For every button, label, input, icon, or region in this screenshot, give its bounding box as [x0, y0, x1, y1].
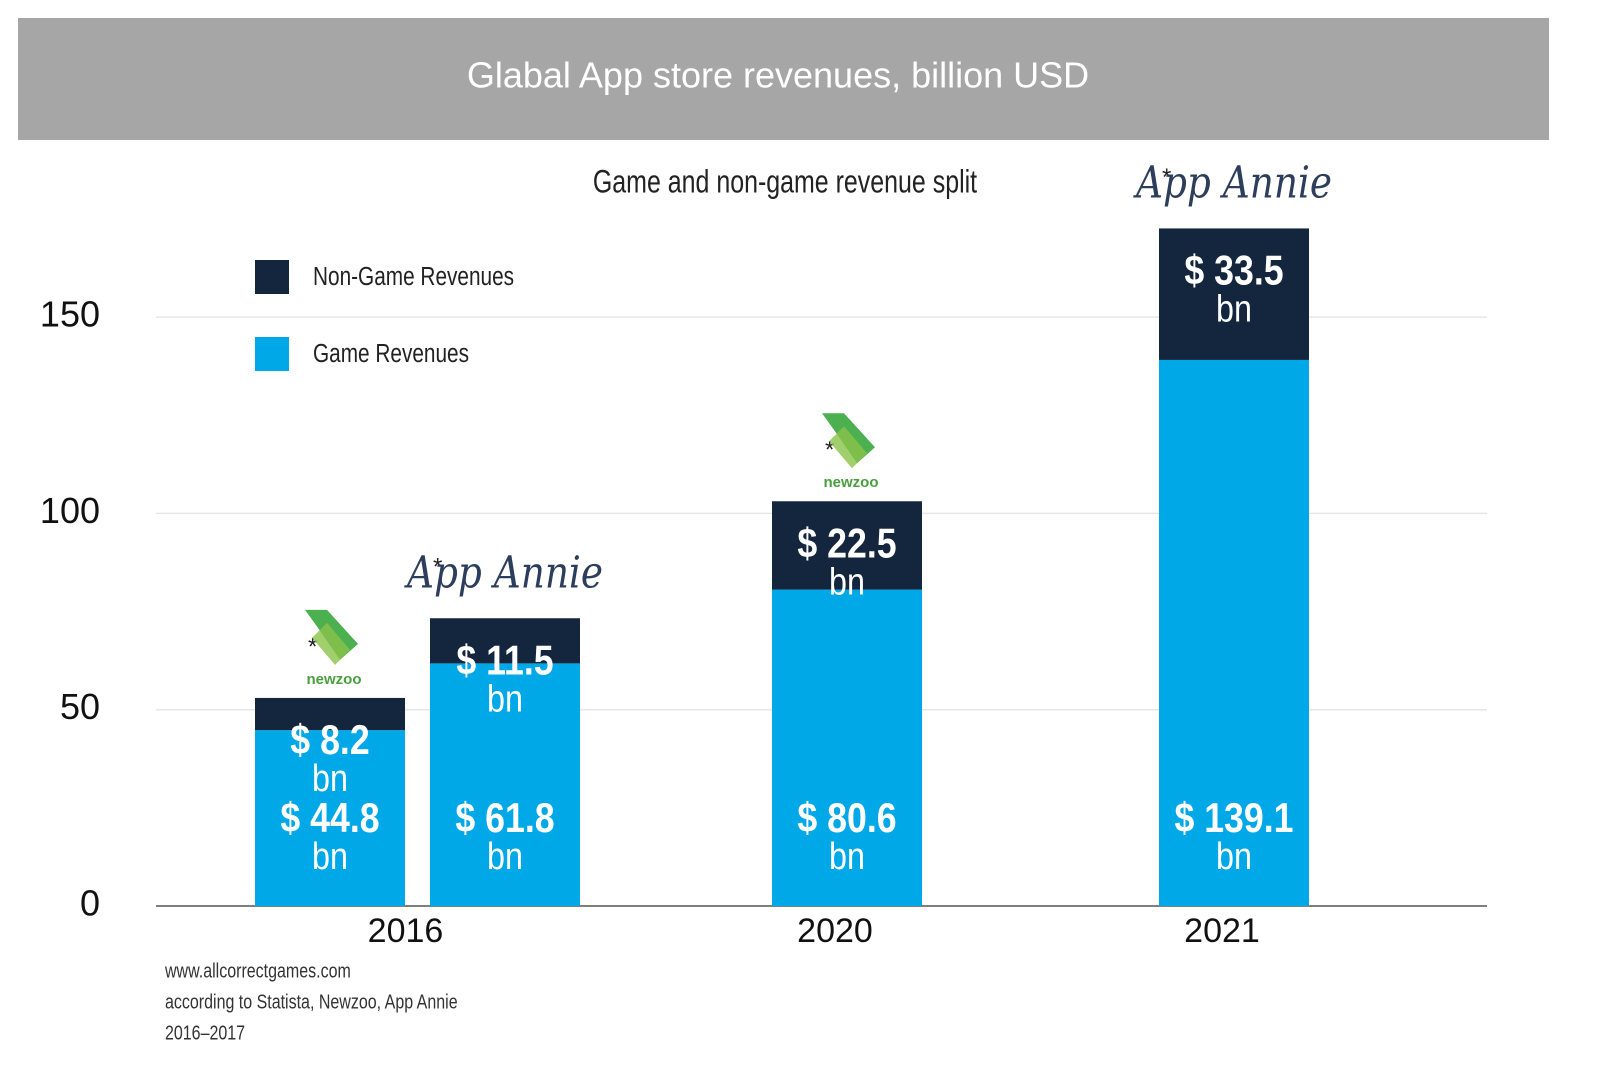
- footer-line: according to Statista, Newzoo, App Annie: [165, 991, 458, 1013]
- source-marker: *: [1162, 164, 1171, 191]
- y-tick-label: 150: [40, 294, 100, 335]
- source-marker: *: [308, 633, 317, 660]
- x-tick-label: 2021: [1184, 912, 1260, 950]
- bar-segment: [1159, 359, 1309, 907]
- value-unit: bn: [487, 678, 523, 720]
- chart-subtitle: Game and non-game revenue split: [593, 165, 977, 201]
- y-tick-label: 50: [60, 686, 100, 727]
- value-unit: bn: [312, 758, 348, 800]
- value-label: $ 33.5: [1184, 248, 1283, 294]
- value-unit: bn: [829, 561, 865, 603]
- legend-swatch: [255, 337, 289, 371]
- logo-shape: [829, 426, 867, 469]
- newzoo-logo: [822, 413, 875, 469]
- value-label: $ 61.8: [455, 795, 554, 841]
- value-unit: bn: [487, 836, 523, 878]
- bar-segment: [772, 589, 922, 906]
- legend-label: Game Revenues: [313, 339, 469, 368]
- bar-segment: [430, 618, 580, 664]
- source-label: App Annie: [403, 547, 603, 599]
- bar-segment: [430, 663, 580, 906]
- footer: www.allcorrectgames.com according to Sta…: [164, 960, 457, 1044]
- bar-segment: [255, 697, 405, 731]
- source-label: newzoo: [824, 474, 879, 491]
- value-label: $ 11.5: [456, 638, 553, 684]
- value-unit: bn: [1216, 836, 1252, 878]
- newzoo-logo: [305, 609, 358, 665]
- source-label: App Annie: [1132, 157, 1332, 209]
- legend-label: Non-Game Revenues: [313, 262, 514, 291]
- footer-line: 2016–2017: [165, 1022, 245, 1044]
- chart-title: Glabal App store revenues, billion USD: [467, 55, 1089, 96]
- value-label: $ 139.1: [1174, 795, 1293, 841]
- bar-segment: [255, 730, 405, 906]
- logo-shape: [312, 622, 350, 665]
- value-unit: bn: [1216, 288, 1252, 330]
- legend-swatch: [255, 260, 289, 294]
- source-marker: *: [825, 437, 834, 464]
- value-label: $ 8.2: [290, 717, 369, 763]
- x-tick-label: 2016: [368, 912, 444, 950]
- title-bar: [18, 18, 1549, 140]
- value-label: $ 22.5: [797, 521, 896, 567]
- footer-line: www.allcorrectgames.com: [164, 960, 351, 982]
- bar-segment: [1159, 228, 1309, 360]
- value-label: $ 44.8: [280, 795, 379, 841]
- y-tick-label: 100: [40, 490, 100, 531]
- source-label: newzoo: [307, 671, 362, 688]
- source-marker: *: [433, 554, 442, 581]
- bar-segment: [772, 501, 922, 590]
- value-unit: bn: [829, 836, 865, 878]
- value-label: $ 80.6: [797, 795, 896, 841]
- y-tick-label: 0: [80, 883, 100, 924]
- value-unit: bn: [312, 836, 348, 878]
- x-tick-label: 2020: [797, 912, 873, 950]
